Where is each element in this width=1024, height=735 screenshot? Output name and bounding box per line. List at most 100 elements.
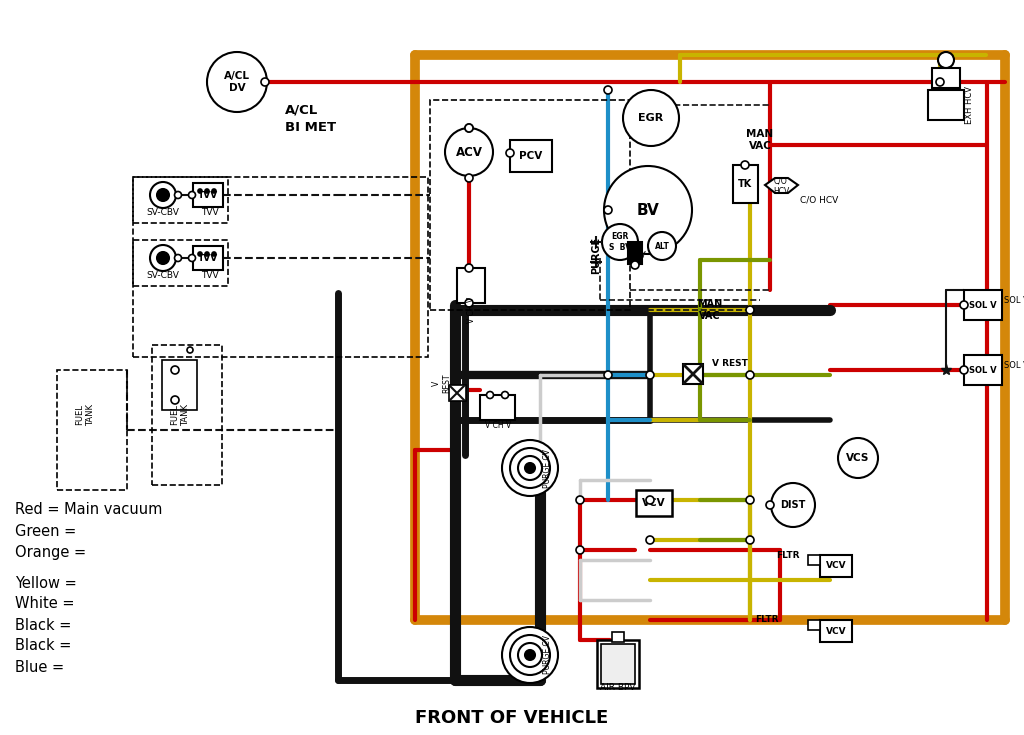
Circle shape [510,635,550,675]
Text: Green =: Green = [15,523,76,539]
Text: TVV: TVV [201,207,219,217]
Text: V
REST: V REST [432,373,452,392]
FancyBboxPatch shape [193,246,223,270]
Text: VCS: VCS [846,453,869,463]
FancyBboxPatch shape [510,140,552,172]
FancyBboxPatch shape [612,632,624,642]
Circle shape [746,371,754,379]
Text: V CH V: V CH V [485,420,511,429]
Circle shape [174,192,181,198]
Circle shape [741,161,749,169]
FancyBboxPatch shape [636,490,672,516]
FancyBboxPatch shape [457,268,485,303]
Text: A/CL
DV: A/CL DV [224,71,250,93]
Text: ACV: ACV [456,146,482,159]
Circle shape [502,440,558,496]
Circle shape [646,536,654,544]
Circle shape [465,124,473,132]
FancyBboxPatch shape [964,290,1002,320]
Circle shape [205,189,209,193]
Circle shape [174,254,181,262]
Circle shape [648,232,676,260]
Circle shape [261,78,269,86]
Text: FLTR: FLTR [776,551,800,559]
Circle shape [207,52,267,112]
Text: TK: TK [738,179,753,189]
Text: Orange =: Orange = [15,545,86,559]
Circle shape [445,128,493,176]
Text: EXH HCV: EXH HCV [966,86,975,124]
Circle shape [465,124,473,132]
Text: VCV: VCV [642,498,666,508]
Circle shape [465,174,473,182]
Circle shape [525,463,535,473]
Circle shape [171,366,179,374]
Circle shape [525,650,535,660]
FancyBboxPatch shape [733,165,758,203]
Text: MAN
VAC: MAN VAC [746,129,773,151]
Text: Yellow =: Yellow = [15,576,77,590]
Text: FLTR: FLTR [755,615,778,625]
Polygon shape [765,178,798,193]
Circle shape [465,299,473,307]
Text: TVV: TVV [198,254,218,262]
Text: FUEL
TANK: FUEL TANK [76,404,94,426]
Text: C/O HCV: C/O HCV [800,196,839,204]
Text: MAN
VAC: MAN VAC [697,299,723,320]
Text: ALT: ALT [654,242,670,251]
Circle shape [150,182,176,208]
Text: PURGE CV: PURGE CV [544,636,553,675]
Circle shape [604,166,692,254]
FancyBboxPatch shape [193,183,223,207]
Text: DIST: DIST [780,500,806,510]
Circle shape [746,306,754,314]
FancyBboxPatch shape [964,355,1002,385]
Text: White =: White = [15,597,75,612]
Text: VCV: VCV [825,626,846,636]
Circle shape [746,496,754,504]
Circle shape [631,261,639,269]
Circle shape [936,78,944,86]
Circle shape [746,536,754,544]
Text: BV: BV [637,203,659,218]
Text: PURGE: PURGE [591,237,601,273]
Circle shape [150,245,176,271]
Circle shape [157,252,169,264]
Text: C/O
HCV: C/O HCV [773,176,790,196]
Circle shape [771,483,815,527]
Circle shape [506,149,514,157]
Text: SOL V: SOL V [1004,295,1024,304]
Circle shape [604,86,612,94]
Circle shape [961,301,968,309]
FancyBboxPatch shape [597,640,639,688]
Text: FUEL
TANK: FUEL TANK [170,404,189,426]
Text: EGR: EGR [638,113,664,123]
Circle shape [575,546,584,554]
FancyBboxPatch shape [932,68,961,88]
FancyBboxPatch shape [928,90,964,120]
Text: PURGE CV: PURGE CV [544,448,553,487]
Text: SOL V: SOL V [1004,360,1024,370]
Text: Blue =: Blue = [15,659,65,675]
Text: AIR BPV: AIR BPV [600,684,636,692]
FancyBboxPatch shape [820,555,852,577]
Text: V REST: V REST [712,359,748,368]
Text: PCV: PCV [628,251,646,259]
Text: VCV: VCV [825,562,846,570]
Text: Black =: Black = [15,617,72,633]
Circle shape [198,252,202,256]
Circle shape [604,206,612,214]
Circle shape [212,252,216,256]
Circle shape [502,392,509,398]
Text: TVV: TVV [198,190,218,199]
Circle shape [961,366,968,374]
Circle shape [518,643,542,667]
Circle shape [602,224,638,260]
Circle shape [604,371,612,379]
Text: SV-CBV: SV-CBV [146,270,179,279]
Circle shape [205,252,209,256]
Text: SOL V: SOL V [969,301,996,309]
Circle shape [171,396,179,404]
Text: BI MET: BI MET [285,121,336,134]
FancyBboxPatch shape [808,620,820,630]
